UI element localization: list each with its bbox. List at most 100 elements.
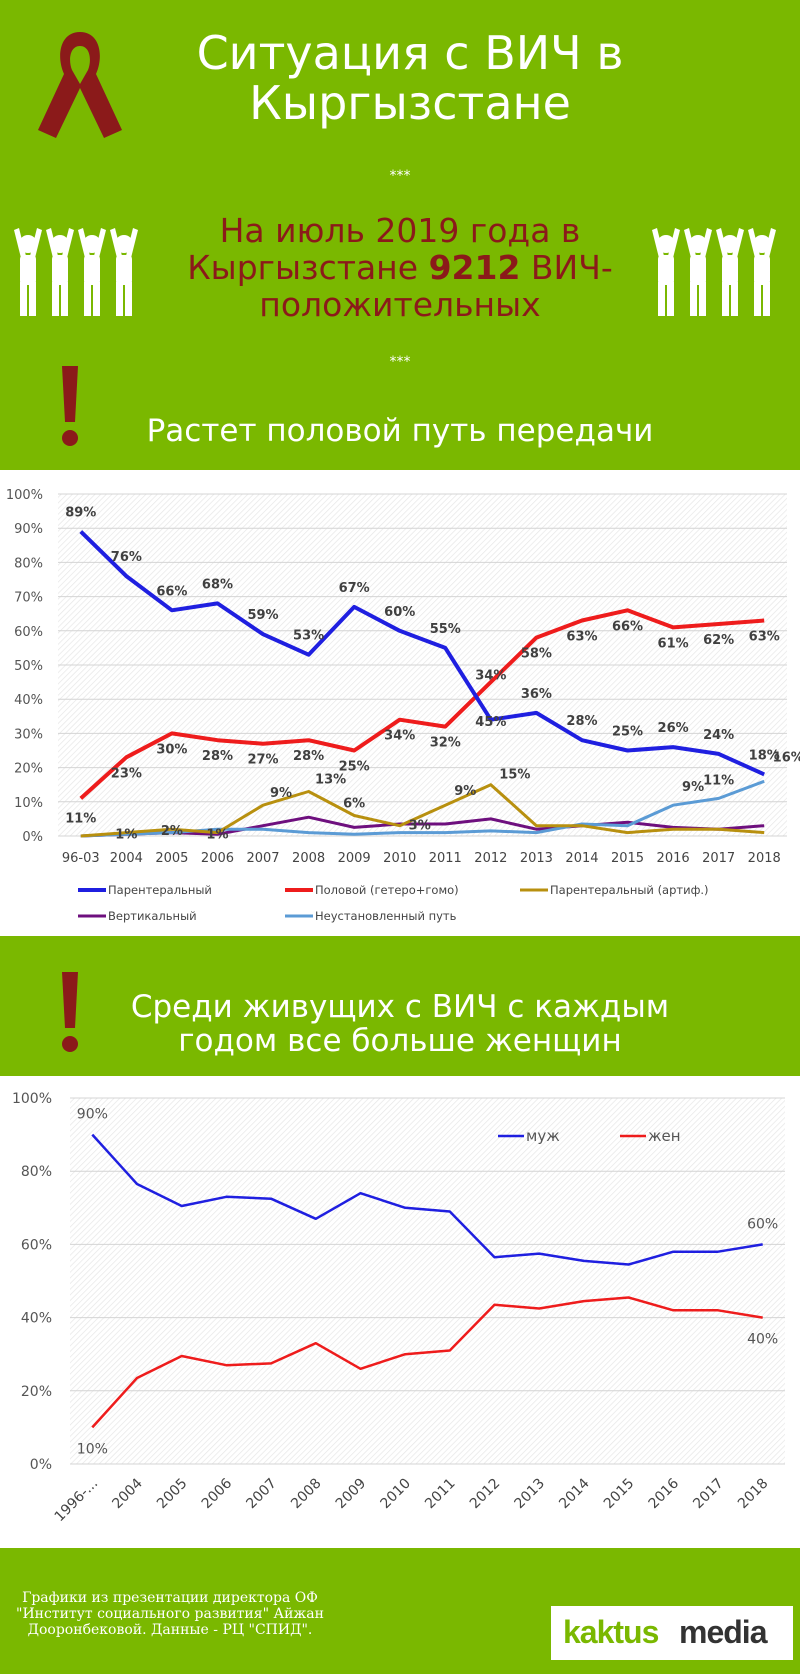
headline: На июль 2019 года в Кыргызстане 9212 ВИЧ… xyxy=(150,212,650,323)
data-label: 60% xyxy=(747,1216,778,1232)
x-tick-label: 2009 xyxy=(338,851,371,866)
data-label: 25% xyxy=(612,725,643,740)
data-label: 25% xyxy=(339,760,370,775)
data-label: 62% xyxy=(703,633,734,648)
headline-post: ВИЧ-положительных xyxy=(259,248,613,324)
x-tick-label: 96-03 xyxy=(62,851,100,866)
logo-left: kaktus xyxy=(563,1614,659,1650)
x-tick-label: 2015 xyxy=(611,851,644,866)
exclamation-icon xyxy=(62,366,78,446)
x-tick-label: 2004 xyxy=(110,851,143,866)
data-label: 9% xyxy=(454,784,476,799)
y-tick-label: 10% xyxy=(14,796,43,811)
x-tick-label: 2009 xyxy=(333,1476,370,1513)
x-tick-label: 2007 xyxy=(246,851,279,866)
y-tick-label: 80% xyxy=(21,1164,52,1180)
data-label: 36% xyxy=(521,687,552,702)
transmission-chart: 0% 10% 20% 30% 40% 50% 60% 70% 80% 90% 100% 96-03 20… xyxy=(6,488,800,923)
data-label: 27% xyxy=(247,753,278,768)
y-tick-label: 70% xyxy=(14,591,43,606)
y-tick-label: 90% xyxy=(14,522,43,537)
x-tick-label: 2013 xyxy=(512,1476,549,1513)
y-tick-label: 30% xyxy=(14,727,43,742)
x-tick-label: 2018 xyxy=(735,1476,772,1513)
y-tick-label: 80% xyxy=(14,556,43,571)
data-label: 24% xyxy=(703,728,734,743)
data-label: 2% xyxy=(161,824,183,839)
series-line xyxy=(79,530,766,777)
logo-right: media xyxy=(679,1614,767,1650)
series-line xyxy=(80,815,765,838)
y-tick-label: 100% xyxy=(6,488,43,503)
y-tick-label: 20% xyxy=(14,762,43,777)
data-label: 11% xyxy=(65,811,96,826)
y-tick-label: 60% xyxy=(14,625,43,640)
separator: *** xyxy=(389,168,411,184)
people-icon-left xyxy=(14,228,138,316)
x-tick-label: 1996-... xyxy=(52,1476,102,1526)
plot-area xyxy=(70,1098,785,1464)
data-label: 58% xyxy=(521,647,552,662)
x-tick-label: 2013 xyxy=(520,851,553,866)
legend-label: муж xyxy=(526,1127,560,1145)
data-label: 11% xyxy=(703,773,734,788)
x-tick-label: 2010 xyxy=(377,1476,414,1513)
x-tick-label: 2017 xyxy=(702,851,735,866)
data-label: 34% xyxy=(384,729,415,744)
y-tick-label: 0% xyxy=(30,1457,52,1473)
data-label: 1% xyxy=(206,828,228,843)
data-label: 53% xyxy=(293,629,324,644)
legend-label: Парентеральный (артиф.) xyxy=(550,883,709,897)
x-tick-label: 2015 xyxy=(601,1476,638,1513)
series-line xyxy=(91,1296,763,1429)
data-label: 89% xyxy=(65,506,96,521)
data-label: 28% xyxy=(566,714,597,729)
data-label: 6% xyxy=(343,796,365,811)
data-label: 28% xyxy=(293,749,324,764)
x-tick-label: 2005 xyxy=(154,1476,191,1513)
people-icon-right xyxy=(652,228,776,316)
x-tick-label: 2006 xyxy=(201,851,234,866)
credits-text: Графики из презентации директора ОФ "Инс… xyxy=(16,1590,324,1638)
legend-label: жен xyxy=(648,1127,681,1145)
x-tick-label: 2010 xyxy=(383,851,416,866)
x-tick-label: 2006 xyxy=(199,1475,236,1512)
legend-label: Половой (гетеро+гомо) xyxy=(315,883,459,897)
x-tick-label: 2018 xyxy=(748,851,781,866)
x-tick-label: 2008 xyxy=(288,1476,325,1513)
aids-ribbon-icon xyxy=(38,32,122,138)
headline-number: 9212 xyxy=(428,248,521,287)
data-label: 66% xyxy=(612,619,643,634)
data-label: 16% xyxy=(773,750,800,765)
y-tick-label: 20% xyxy=(21,1384,52,1400)
y-tick-label: 40% xyxy=(21,1311,52,1327)
gender-chart: 0%20%40%60%80%100%1996-... 2004 2005 2006 20… xyxy=(12,1091,785,1526)
x-tick-label: 2008 xyxy=(292,851,325,866)
legend-label: Неустановленный путь xyxy=(315,909,457,923)
chart1-panel: 0% 10% 20% 30% 40% 50% 60% 70% 80% 90% 100% 96-03 20… xyxy=(0,470,800,936)
x-tick-label: 2017 xyxy=(690,1476,727,1513)
data-label: 40% xyxy=(747,1332,778,1348)
x-tick-label: 2014 xyxy=(556,1475,593,1512)
data-label: 68% xyxy=(202,577,233,592)
y-tick-label: 100% xyxy=(12,1091,52,1107)
x-tick-label: 2011 xyxy=(422,1476,459,1513)
data-label: 23% xyxy=(111,766,142,781)
data-label: 55% xyxy=(430,622,461,637)
x-tick-label: 2011 xyxy=(429,851,462,866)
data-label: 67% xyxy=(339,581,370,596)
chart2-panel: 0% 20% 40% 60% 80% 100% 1996-... 2004 2005 2006 20… xyxy=(0,1076,800,1548)
page-title: Ситуация с ВИЧ в Кыргызстане xyxy=(196,26,624,130)
data-label: 59% xyxy=(247,608,278,623)
data-label: 9% xyxy=(270,786,292,801)
data-label: 32% xyxy=(430,736,461,751)
legend-label: Вертикальный xyxy=(108,909,197,923)
legend-label: Парентеральный xyxy=(108,883,212,897)
x-tick-label: 2016 xyxy=(657,851,690,866)
data-label: 34% xyxy=(475,669,506,684)
series-line xyxy=(91,1133,763,1266)
data-label: 63% xyxy=(749,630,780,645)
data-label: 9% xyxy=(682,780,704,795)
data-label: 3% xyxy=(409,819,431,834)
data-label: 10% xyxy=(77,1441,108,1457)
